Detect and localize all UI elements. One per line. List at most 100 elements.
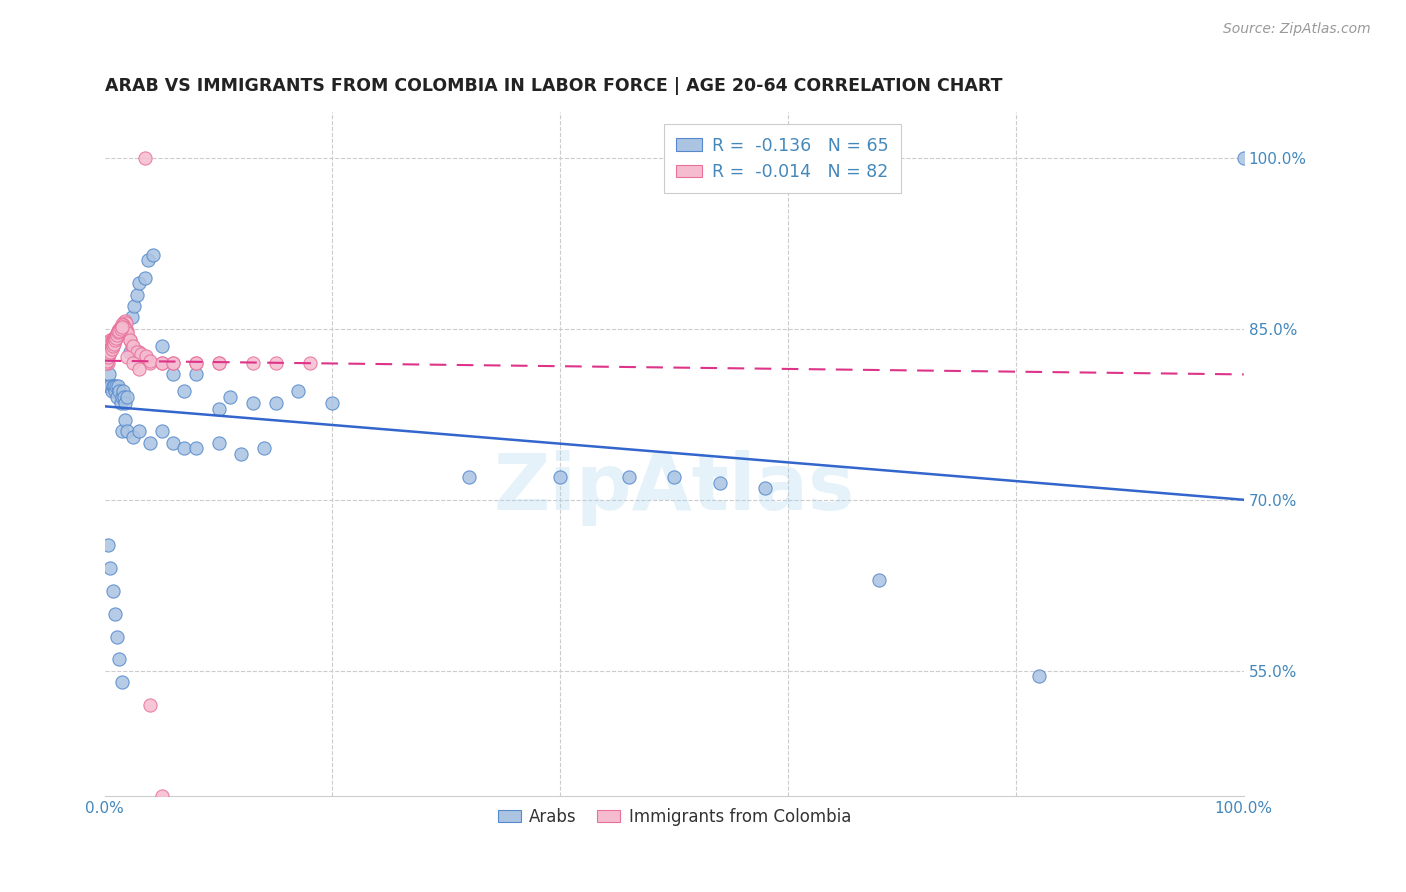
Point: [103, 333, 125, 347]
Point: [104, 384, 127, 399]
Point: [128, 425, 150, 439]
Point: [114, 314, 136, 328]
Point: [111, 319, 134, 334]
Point: [139, 356, 162, 370]
Legend: Arabs, Immigrants from Colombia: Arabs, Immigrants from Colombia: [491, 801, 858, 832]
Point: [134, 270, 156, 285]
Point: [105, 379, 128, 393]
Point: [96, 353, 118, 368]
Point: [124, 344, 146, 359]
Point: [150, 789, 173, 803]
Point: [107, 379, 129, 393]
Point: [264, 396, 287, 410]
Point: [150, 356, 173, 370]
Point: [110, 396, 132, 410]
Point: [105, 331, 128, 345]
Point: [104, 607, 127, 621]
Point: [128, 361, 150, 376]
Point: [122, 430, 145, 444]
Point: [112, 390, 135, 404]
Point: [108, 384, 131, 399]
Point: [100, 343, 122, 357]
Point: [136, 253, 159, 268]
Point: [111, 390, 134, 404]
Point: [125, 347, 148, 361]
Point: [105, 327, 128, 342]
Point: [709, 475, 731, 490]
Point: [118, 333, 141, 347]
Point: [97, 538, 120, 552]
Point: [122, 356, 145, 370]
Text: ARAB VS IMMIGRANTS FROM COLOMBIA IN LABOR FORCE | AGE 20-64 CORRELATION CHART: ARAB VS IMMIGRANTS FROM COLOMBIA IN LABO…: [104, 78, 1002, 95]
Point: [550, 470, 572, 484]
Point: [150, 339, 173, 353]
Point: [298, 356, 321, 370]
Point: [139, 353, 162, 368]
Point: [98, 379, 121, 393]
Point: [111, 425, 134, 439]
Point: [207, 356, 229, 370]
Point: [98, 344, 121, 359]
Point: [125, 287, 148, 301]
Point: [97, 351, 120, 365]
Point: [118, 333, 141, 347]
Point: [98, 347, 121, 361]
Point: [110, 322, 132, 336]
Point: [139, 698, 162, 712]
Text: Source: ZipAtlas.com: Source: ZipAtlas.com: [1223, 22, 1371, 37]
Point: [100, 339, 122, 353]
Point: [94, 356, 117, 370]
Point: [107, 324, 129, 338]
Point: [128, 277, 150, 291]
Point: [128, 344, 150, 359]
Point: [184, 368, 207, 382]
Point: [114, 322, 136, 336]
Point: [139, 435, 162, 450]
Point: [754, 482, 776, 496]
Point: [108, 324, 131, 338]
Point: [134, 151, 156, 165]
Point: [321, 396, 343, 410]
Point: [97, 379, 120, 393]
Point: [219, 390, 242, 404]
Point: [287, 384, 309, 399]
Point: [264, 356, 287, 370]
Point: [231, 447, 253, 461]
Point: [105, 630, 128, 644]
Point: [122, 339, 145, 353]
Point: [617, 470, 640, 484]
Point: [104, 333, 127, 347]
Point: [104, 330, 127, 344]
Point: [111, 319, 134, 334]
Point: [118, 344, 141, 359]
Point: [100, 333, 122, 347]
Point: [98, 335, 121, 350]
Point: [242, 396, 264, 410]
Point: [162, 368, 184, 382]
Point: [98, 561, 121, 575]
Point: [125, 344, 148, 359]
Text: ZipAtlas: ZipAtlas: [494, 450, 855, 526]
Point: [103, 336, 125, 351]
Point: [114, 413, 136, 427]
Point: [107, 325, 129, 339]
Point: [184, 356, 207, 370]
Point: [101, 335, 124, 350]
Point: [150, 425, 173, 439]
Point: [100, 384, 122, 399]
Point: [105, 327, 128, 342]
Point: [129, 347, 152, 361]
Point: [94, 351, 117, 365]
Point: [98, 333, 121, 347]
Point: [101, 379, 124, 393]
Point: [112, 319, 135, 334]
Point: [108, 324, 131, 338]
Point: [121, 339, 143, 353]
Point: [162, 435, 184, 450]
Point: [108, 652, 131, 666]
Point: [162, 356, 184, 370]
Point: [458, 470, 481, 484]
Point: [1233, 151, 1256, 165]
Point: [97, 356, 120, 370]
Point: [97, 339, 120, 353]
